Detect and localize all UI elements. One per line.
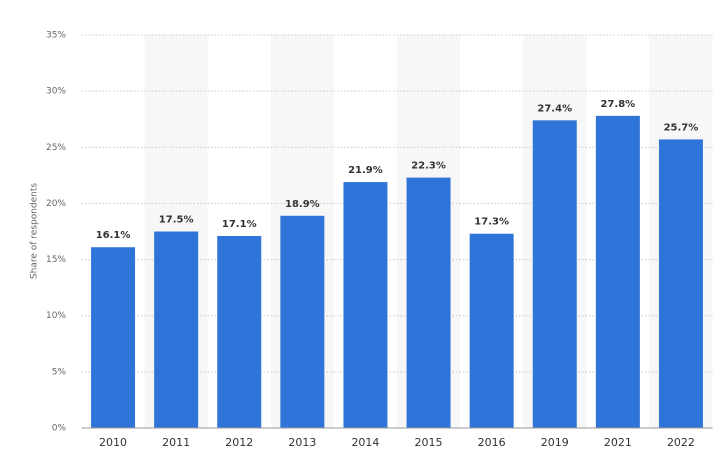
bar <box>217 235 262 428</box>
y-tick-label: 25% <box>46 143 66 153</box>
bar <box>91 247 136 428</box>
x-tick-label: 2011 <box>162 436 190 449</box>
y-tick-label: 35% <box>46 31 66 41</box>
x-tick-label: 2019 <box>541 436 569 449</box>
value-label: 22.3% <box>411 161 446 172</box>
bar <box>406 177 451 428</box>
x-tick-label: 2014 <box>351 436 379 449</box>
value-label: 27.4% <box>537 103 572 114</box>
y-tick-label: 15% <box>46 255 66 265</box>
value-label: 17.1% <box>222 219 257 230</box>
x-tick-label: 2010 <box>99 436 127 449</box>
bar <box>154 231 199 428</box>
value-label: 21.9% <box>348 165 383 176</box>
x-tick-label: 2013 <box>288 436 316 449</box>
x-tick-label: 2015 <box>415 436 443 449</box>
y-tick-label: 20% <box>46 199 66 209</box>
bar <box>595 115 640 429</box>
bar <box>343 182 388 428</box>
value-label: 17.5% <box>159 215 194 226</box>
bar <box>532 120 577 428</box>
x-tick-label: 2012 <box>225 436 253 449</box>
value-label: 27.8% <box>600 99 635 110</box>
bar <box>658 139 703 428</box>
x-tick-label: 2016 <box>478 436 506 449</box>
y-tick-label: 0% <box>52 424 67 434</box>
x-tick-label: 2022 <box>667 436 695 449</box>
value-label: 17.3% <box>474 217 509 228</box>
y-axis-label: Share of respondents <box>30 183 40 280</box>
y-tick-label: 30% <box>46 87 66 97</box>
bar <box>469 233 514 428</box>
value-label: 18.9% <box>285 199 320 210</box>
value-label: 25.7% <box>664 122 699 133</box>
bar <box>280 215 325 428</box>
x-tick-label: 2021 <box>604 436 632 449</box>
value-label: 16.1% <box>96 230 131 241</box>
y-tick-label: 10% <box>46 311 66 321</box>
y-tick-label: 5% <box>52 367 67 377</box>
